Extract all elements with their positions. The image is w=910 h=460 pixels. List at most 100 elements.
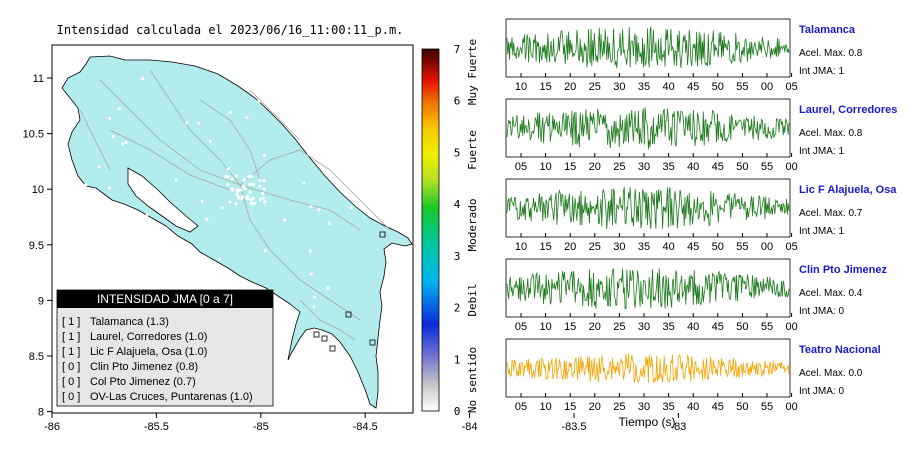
colorbar-tick-label: 1 bbox=[454, 353, 461, 366]
time-tick-label: 00 bbox=[761, 241, 773, 253]
seismic-station-dot bbox=[258, 197, 262, 202]
legend-entry-text: OV-Las Cruces, Puntarenas (1.0) bbox=[90, 391, 253, 403]
colorbar-category-label: No sentido bbox=[466, 347, 479, 413]
seismic-station-dot bbox=[121, 142, 125, 146]
seismic-station-dot bbox=[151, 232, 155, 236]
time-tick-label: 45 bbox=[687, 81, 699, 93]
seismic-station-dot bbox=[197, 121, 201, 125]
time-tick-label: 15 bbox=[539, 81, 551, 93]
legend-title: INTENSIDAD JMA [0 a 7] bbox=[97, 292, 233, 306]
time-tick-label: 30 bbox=[613, 241, 625, 253]
seismic-station-dot bbox=[164, 254, 168, 258]
time-tick-label: 15 bbox=[539, 241, 551, 253]
colorbar-tick-label: 7 bbox=[454, 43, 461, 56]
colorbar-tick-label: 2 bbox=[454, 302, 461, 315]
colorbar: 0 1 2 3 4 5 6 7 No sentido Debil Moderado Fuerte Mu… bbox=[421, 39, 479, 418]
time-tick-label: 35 bbox=[662, 161, 674, 173]
time-tick-label: 55 bbox=[761, 161, 773, 173]
seismic-station-dot bbox=[250, 174, 254, 178]
seismic-station-dot bbox=[247, 175, 251, 179]
seismogram-trace bbox=[506, 187, 790, 230]
station-int-jma: Int JMA: 1 bbox=[799, 146, 844, 157]
station-int-jma: Int JMA: 1 bbox=[799, 66, 844, 77]
seismic-station-dot bbox=[170, 239, 174, 243]
seismic-station-dot bbox=[107, 186, 111, 190]
seismic-station-dot bbox=[257, 99, 261, 103]
map-x-tick-label: -86 bbox=[44, 421, 60, 433]
time-tick-label: 15 bbox=[564, 161, 576, 173]
colorbar-tick-label: 0 bbox=[454, 405, 461, 418]
time-tick-label: 55 bbox=[761, 321, 773, 333]
time-tick-label: 05 bbox=[515, 161, 527, 173]
map-y-tick-label: 8 bbox=[38, 407, 44, 419]
time-tick-label: 35 bbox=[638, 241, 650, 253]
station-name: Talamanca bbox=[799, 24, 856, 36]
station-accel-max: Acel. Max. 0.0 bbox=[799, 368, 863, 379]
legend-entry-badge: [ 1 ] bbox=[62, 331, 80, 343]
legend-entry-text: Talamanca (1.3) bbox=[90, 316, 169, 328]
station-name: Lic F Alajuela, Osa bbox=[799, 184, 897, 196]
station-squares bbox=[313, 231, 386, 352]
seismic-station-dot bbox=[218, 257, 222, 261]
time-tick-label: 25 bbox=[613, 401, 625, 413]
time-tick-label: 50 bbox=[736, 321, 748, 333]
seismic-station-dot bbox=[258, 179, 262, 183]
seismic-station-dot bbox=[174, 178, 178, 182]
time-tick-label: 40 bbox=[687, 321, 699, 333]
road-network bbox=[79, 69, 391, 341]
time-tick-label: 45 bbox=[712, 161, 724, 173]
time-tick-label: 50 bbox=[712, 81, 724, 93]
time-tick-label: 40 bbox=[662, 81, 674, 93]
seismic-station-dot bbox=[262, 153, 266, 157]
time-tick-label: 05 bbox=[785, 81, 797, 93]
seismic-station-dot bbox=[185, 121, 189, 125]
seismic-station-dot bbox=[302, 181, 306, 185]
seismic-station-dot bbox=[234, 202, 238, 206]
station-accel-max: Acel. Max. 0.8 bbox=[799, 128, 863, 139]
seismic-station-dot bbox=[229, 110, 233, 114]
map-title: Intensidad calculada el 2023/06/16_11:00… bbox=[57, 23, 404, 37]
legend-entries: [ 1 ] Talamanca (1.3) [ 1 ] Laurel, Corredo… bbox=[62, 316, 253, 403]
seismogram-frame bbox=[505, 258, 791, 318]
colorbar-tick-label: 3 bbox=[454, 250, 461, 263]
seismic-station-dot bbox=[224, 174, 228, 178]
legend-entry-badge: [ 0 ] bbox=[62, 376, 80, 388]
intensity-legend: INTENSIDAD JMA [0 a 7] [ 1 ] Talamanca (1… bbox=[56, 289, 274, 407]
legend-box bbox=[56, 289, 274, 407]
seismic-station-dot bbox=[108, 116, 112, 120]
seismic-station-dot bbox=[230, 177, 234, 181]
seismic-station-dot bbox=[234, 174, 238, 178]
station-int-jma: Int JMA: 0 bbox=[799, 306, 844, 317]
time-tick-label: 50 bbox=[736, 161, 748, 173]
seismic-station-dot bbox=[97, 165, 101, 169]
time-tick-label: 35 bbox=[638, 81, 650, 93]
time-tick-label: 20 bbox=[564, 81, 576, 93]
station-accel-max: Acel. Max. 0.8 bbox=[799, 48, 863, 59]
seismic-station-dot bbox=[226, 167, 230, 171]
legend-entry-text: Laurel, Corredores (1.0) bbox=[90, 331, 207, 343]
time-tick-label: 15 bbox=[564, 321, 576, 333]
costa-rica-landmass bbox=[61, 55, 413, 409]
map-y-tick-label: 8.5 bbox=[29, 351, 44, 363]
seismic-station-dot bbox=[220, 206, 224, 210]
colorbar-tick-label: 5 bbox=[454, 146, 461, 159]
time-tick-label: 25 bbox=[613, 161, 625, 173]
map-x-tick-label: -85.5 bbox=[144, 421, 169, 433]
time-tick-label: 10 bbox=[515, 241, 527, 253]
seismic-station-dot bbox=[162, 212, 166, 216]
seismic-station-dot bbox=[235, 193, 239, 197]
legend-entry-text: Lic F Alajuela, Osa (1.0) bbox=[90, 346, 207, 358]
colorbar-category-label: Muy Fuerte bbox=[466, 39, 479, 105]
time-tick-label: 20 bbox=[589, 161, 601, 173]
colorbar-ticks: 0 1 2 3 4 5 6 7 bbox=[454, 43, 461, 418]
time-tick-label: 25 bbox=[613, 321, 625, 333]
seismogram-trace bbox=[506, 353, 790, 384]
station-name: Teatro Nacional bbox=[799, 344, 881, 356]
time-tick-label: 40 bbox=[687, 401, 699, 413]
colorbar-category-label: Moderado bbox=[466, 199, 479, 252]
seismic-station-dot bbox=[282, 218, 287, 222]
time-tick-label: 25 bbox=[589, 241, 601, 253]
map-x-axis: -86 -85.5 -85 -84.5 -84 -83.5 -83 bbox=[44, 413, 686, 433]
seismic-station-dot bbox=[349, 206, 353, 210]
time-tick-label: 35 bbox=[662, 321, 674, 333]
